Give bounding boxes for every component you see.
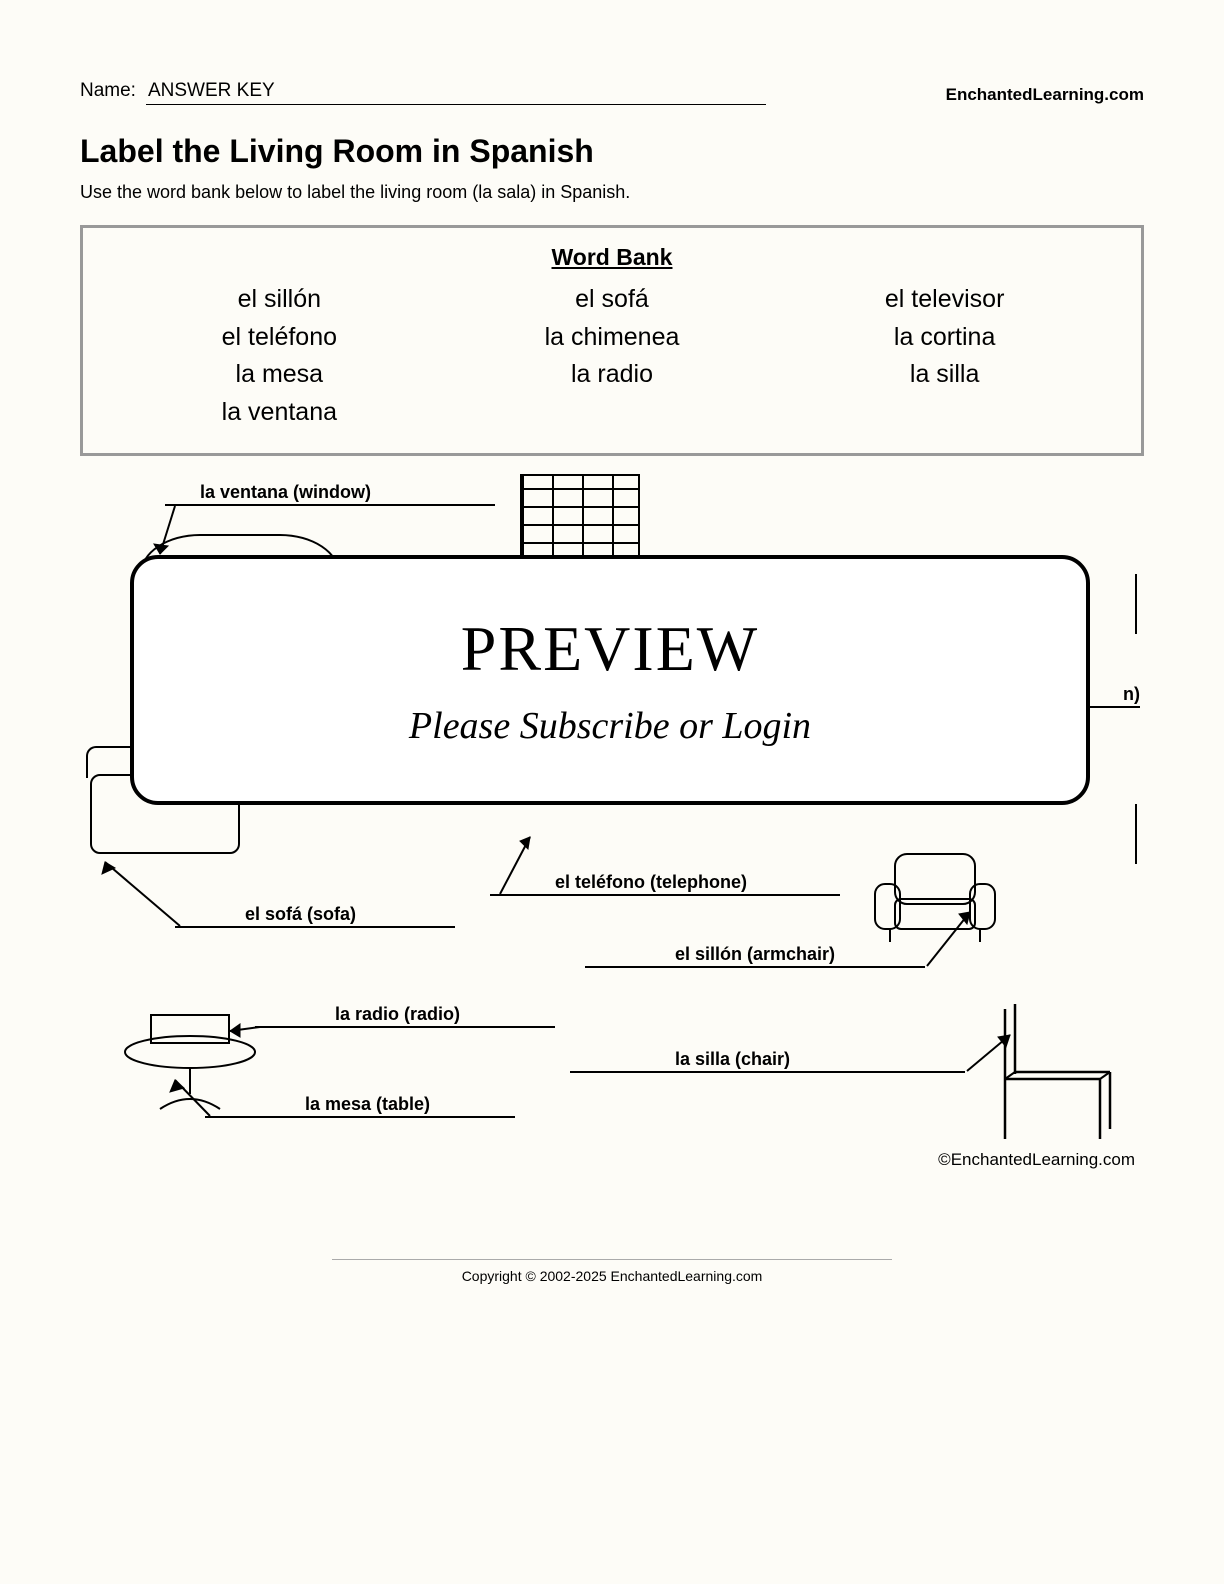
wb-word: la silla xyxy=(788,356,1101,394)
label-sillon: el sillón (armchair) xyxy=(675,944,835,965)
leader-line xyxy=(160,1074,220,1124)
header-row: Name: ANSWER KEY EnchantedLearning.com xyxy=(80,80,1144,105)
preview-subtitle: Please Subscribe or Login xyxy=(409,704,811,748)
instruction-text: Use the word bank below to label the liv… xyxy=(80,182,1144,203)
underline xyxy=(585,966,925,968)
label-mesa: la mesa (table) xyxy=(305,1094,430,1115)
wb-word: la chimenea xyxy=(456,319,769,357)
label-ventana: la ventana (window) xyxy=(200,482,371,503)
underline xyxy=(205,1116,515,1118)
wb-word: el sillón xyxy=(123,281,436,319)
wb-word: la cortina xyxy=(788,319,1101,357)
leader-line xyxy=(90,854,190,934)
underline xyxy=(570,1071,965,1073)
word-bank-col-3: el televisor la cortina la silla xyxy=(788,281,1101,431)
name-value: ANSWER KEY xyxy=(146,80,766,105)
wb-word: el teléfono xyxy=(123,319,436,357)
preview-overlay: PREVIEW Please Subscribe or Login xyxy=(130,555,1090,805)
edge-line xyxy=(1135,804,1137,864)
leader-line xyxy=(925,904,985,969)
chimney-drawing xyxy=(520,474,640,564)
wb-word: el sofá xyxy=(456,281,769,319)
wb-word: la mesa xyxy=(123,356,436,394)
underline xyxy=(175,926,455,928)
footer-divider xyxy=(332,1259,892,1260)
underline xyxy=(490,894,840,896)
radio-drawing xyxy=(150,1014,230,1044)
label-cortina-partial: n) xyxy=(1123,684,1140,705)
page-footer: Copyright © 2002-2025 EnchantedLearning.… xyxy=(0,1259,1224,1284)
underline xyxy=(255,1026,555,1028)
leader-line xyxy=(490,829,540,899)
leader-line xyxy=(225,1019,265,1039)
underline xyxy=(165,504,495,506)
word-bank: Word Bank el sillón el teléfono la mesa … xyxy=(80,225,1144,456)
label-telefono: el teléfono (telephone) xyxy=(555,872,747,893)
diagram-copyright: ©EnchantedLearning.com xyxy=(938,1150,1135,1170)
word-bank-title: Word Bank xyxy=(123,244,1101,271)
wb-word: el televisor xyxy=(788,281,1101,319)
label-silla: la silla (chair) xyxy=(675,1049,790,1070)
edge-line xyxy=(1135,574,1137,634)
preview-title: PREVIEW xyxy=(461,612,759,686)
footer-copyright: Copyright © 2002-2025 EnchantedLearning.… xyxy=(462,1268,763,1284)
name-label: Name: xyxy=(80,80,136,102)
label-radio: la radio (radio) xyxy=(335,1004,460,1025)
label-sofa: el sofá (sofa) xyxy=(245,904,356,925)
word-bank-col-1: el sillón el teléfono la mesa la ventana xyxy=(123,281,436,431)
name-field: Name: ANSWER KEY xyxy=(80,80,766,105)
wb-word: la radio xyxy=(456,356,769,394)
word-bank-col-2: el sofá la chimenea la radio xyxy=(456,281,769,431)
wb-word: la ventana xyxy=(123,394,436,432)
page-title: Label the Living Room in Spanish xyxy=(80,133,1144,170)
leader-line xyxy=(965,1029,1025,1079)
site-brand: EnchantedLearning.com xyxy=(946,85,1144,105)
